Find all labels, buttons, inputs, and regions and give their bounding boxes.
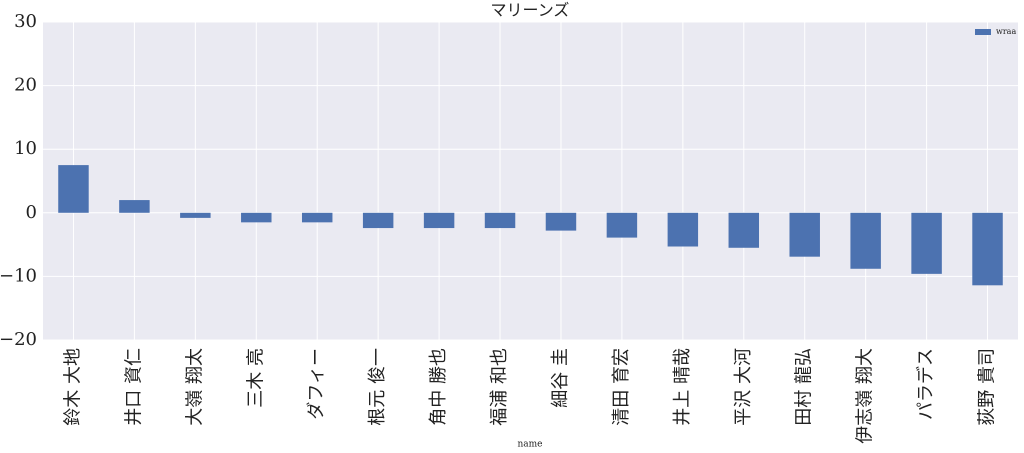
bar bbox=[728, 212, 760, 248]
y-tick-label: 0 bbox=[26, 202, 37, 223]
x-tick-label: 荻野 貴司 bbox=[977, 348, 998, 426]
x-tick-label: 三木 亮 bbox=[245, 348, 266, 408]
bar bbox=[911, 212, 942, 274]
legend-label: wraa bbox=[996, 27, 1016, 36]
x-tick-label: 鈴木 大地 bbox=[62, 348, 83, 426]
bar bbox=[850, 212, 881, 269]
x-tick-label: 井口 資仁 bbox=[123, 348, 144, 426]
x-tick-label: ダフィー bbox=[306, 348, 327, 420]
x-tick-label: 細谷 圭 bbox=[550, 348, 571, 408]
bar bbox=[606, 212, 638, 238]
y-tick-label: 10 bbox=[14, 138, 37, 159]
x-tick-label: パラデス bbox=[916, 348, 937, 420]
x-tick-label: 大嶺 翔太 bbox=[184, 348, 205, 426]
x-tick-label: 根元 俊一 bbox=[367, 348, 388, 426]
bar bbox=[545, 212, 577, 231]
x-tick-label: 清田 育宏 bbox=[611, 348, 632, 426]
plot-area bbox=[43, 22, 1018, 340]
bar bbox=[789, 212, 820, 257]
y-tick-label: 30 bbox=[14, 11, 37, 32]
x-tick-label: 井上 晴哉 bbox=[672, 348, 693, 426]
x-tick-label: 平沢 大河 bbox=[733, 348, 754, 426]
x-tick-label: 福浦 和也 bbox=[489, 348, 510, 426]
bar bbox=[667, 212, 699, 247]
x-tick-label: 田村 龍弘 bbox=[794, 348, 815, 426]
bar bbox=[58, 165, 89, 213]
bar bbox=[972, 212, 1003, 286]
bar bbox=[362, 212, 394, 229]
chart-title: マリーンズ bbox=[491, 1, 570, 20]
y-tick-label: 20 bbox=[14, 75, 37, 96]
y-tick-label: −20 bbox=[0, 329, 37, 350]
x-tick-label: 角中 勝也 bbox=[428, 348, 449, 426]
bar bbox=[241, 212, 272, 223]
x-tick-label: 伊志嶺 翔大 bbox=[855, 348, 876, 444]
bar bbox=[180, 212, 211, 218]
bar bbox=[301, 212, 333, 223]
x-axis-label: name bbox=[517, 440, 542, 450]
bar bbox=[119, 200, 150, 213]
y-tick-label: −10 bbox=[0, 265, 37, 286]
legend-swatch bbox=[975, 29, 991, 35]
bar bbox=[484, 212, 516, 229]
bar bbox=[423, 212, 455, 229]
